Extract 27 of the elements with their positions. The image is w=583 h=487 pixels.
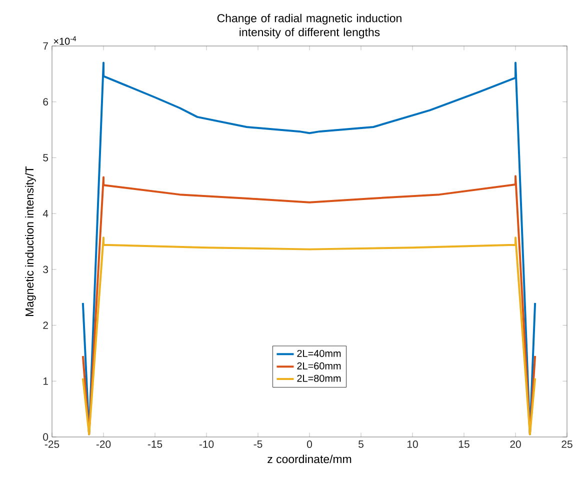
x-tick-label: -15	[148, 440, 162, 448]
y-tick-label: 6	[43, 98, 48, 106]
x-tick-label: 10	[407, 440, 418, 448]
x-tick-label: -25	[44, 440, 60, 448]
y-tick-label: 1	[43, 378, 48, 385]
x-tick-label: 5	[358, 440, 364, 448]
legend-label: 2L=80mm	[297, 374, 341, 382]
y-tick-label: 0	[43, 433, 48, 441]
x-tick-label: -5	[254, 440, 262, 448]
x-tick-label: 25	[562, 440, 572, 448]
y-axis-title: Magnetic induction intensity/T	[25, 166, 36, 316]
x-tick-label: -20	[96, 440, 111, 448]
x-tick-label: 15	[458, 440, 470, 448]
y-tick-label: 2	[43, 322, 48, 329]
y-tick-label: 7	[43, 42, 48, 50]
line-series	[82, 236, 536, 436]
x-tick-label: 20	[510, 440, 521, 448]
y-tick-label: 5	[43, 154, 48, 162]
x-axis-title: z coordinate/mm	[268, 454, 352, 464]
legend-label: 2L=40mm	[297, 350, 341, 357]
chart-title: Change of radial magnetic induction intensity of different lengths	[217, 14, 402, 38]
x-tick-label: -10	[199, 440, 214, 448]
x-tick-label: 0	[307, 440, 312, 448]
legend-label: 2L=60mm	[297, 362, 341, 370]
text: ×10$^{-4}$	[54, 36, 76, 45]
y-tick-label: 3	[43, 266, 48, 274]
y-tick-label: 4	[42, 210, 48, 218]
